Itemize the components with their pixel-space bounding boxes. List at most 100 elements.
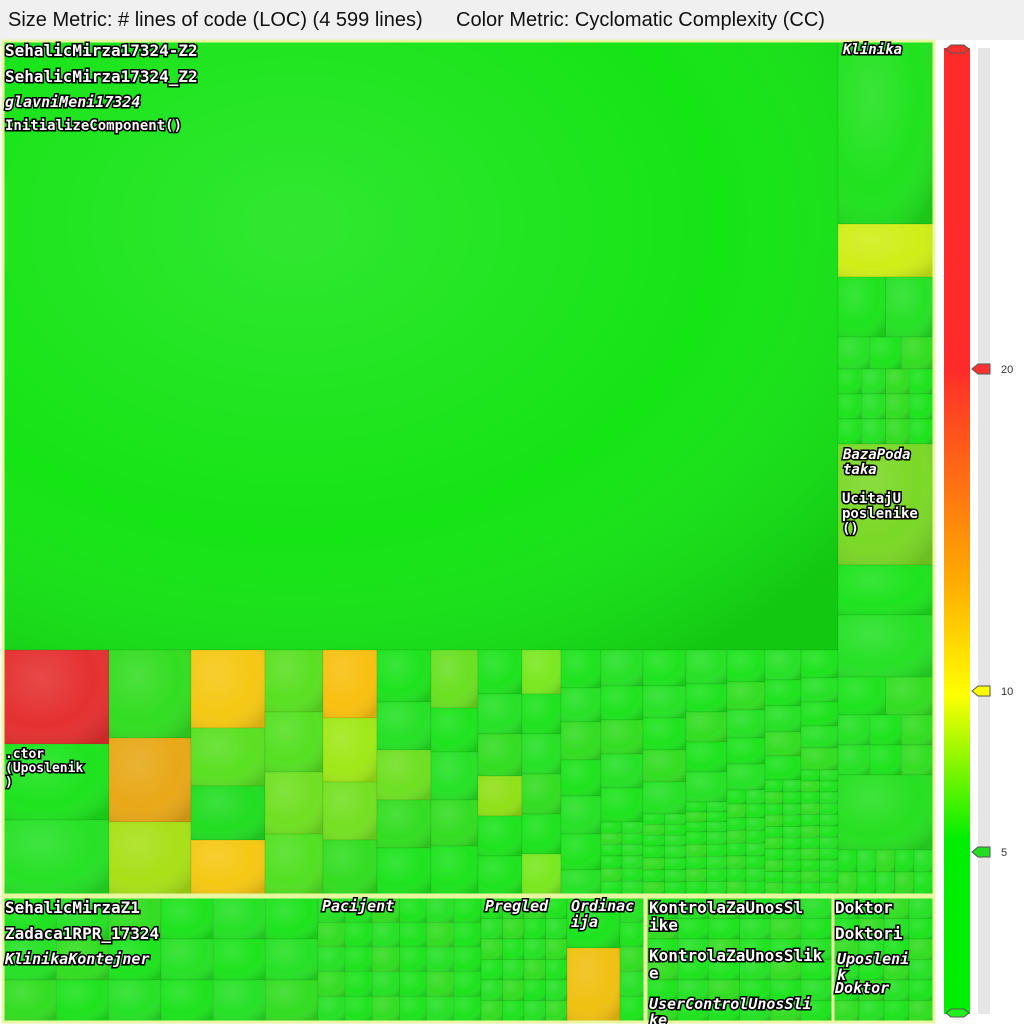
cell-shading (619, 971, 646, 997)
cell-shading (600, 719, 644, 755)
cell-shading (453, 922, 482, 948)
cell-shading (837, 443, 934, 566)
cell-shading (477, 815, 523, 857)
scale-tick-label: 20 (1001, 364, 1013, 376)
cell-shading (664, 813, 687, 825)
cell-shading (745, 830, 766, 844)
cell-shading (800, 747, 839, 771)
cell-shading (885, 418, 910, 445)
group-frame-SehalicMirza17324-Z2 (1, 39, 936, 897)
cell-shading (376, 847, 432, 895)
cell-shading (782, 882, 802, 895)
cell-shading (372, 897, 400, 923)
cell-shading (685, 811, 707, 823)
cell-shading (317, 971, 346, 997)
metric-header: Size Metric: # lines of code (LOC) (4 59… (0, 0, 1024, 40)
cell-shading (372, 971, 400, 997)
cell-shading (764, 837, 784, 850)
scale-tick-label: 10 (1001, 686, 1013, 698)
cell-shading (560, 833, 602, 871)
cell-shading (426, 946, 455, 973)
cell-shading (706, 844, 728, 858)
cell-shading (317, 946, 346, 973)
cell-shading (480, 959, 503, 981)
cell-shading (706, 811, 728, 823)
cell-shading (819, 848, 839, 861)
cell-shading (908, 979, 935, 1001)
label-method-ctor-Uposlenik: .ctor (Uposlenik) (5, 747, 83, 790)
cell-shading (664, 835, 687, 847)
cell-shading (523, 979, 546, 1001)
cell-shading (265, 938, 319, 981)
cell-shading (837, 871, 858, 895)
scale-marker-10[interactable] (971, 685, 991, 697)
cell-shading (764, 814, 784, 827)
cell-shading (344, 996, 373, 1022)
cell-shading (477, 855, 523, 895)
cell-shading (521, 813, 562, 855)
label-project-SehalicMirza17324-Z2: SehalicMirza17324-Z2 (5, 41, 198, 60)
cell-shading (764, 791, 784, 805)
cell-shading (894, 871, 915, 895)
cell-shading (642, 749, 687, 783)
label-type-UserControlUnosSlike: UserControlUnosSli ke (649, 995, 812, 1024)
scale-marker-20[interactable] (971, 363, 991, 375)
cell-shading (908, 393, 934, 420)
cell-shading (480, 938, 503, 960)
cell-shading (399, 946, 427, 973)
cell-shading (3, 649, 110, 745)
cell-shading (621, 844, 644, 857)
cell-shading (523, 1000, 546, 1022)
cell-shading (800, 814, 820, 827)
scale-max-handle[interactable] (945, 44, 970, 54)
cell-shading (819, 769, 839, 782)
cell-shading (685, 683, 728, 713)
cell-shading (160, 897, 214, 940)
cell-shading (621, 821, 644, 834)
cell-shading (56, 938, 109, 981)
label-project-SehalicMirzaZ1: SehalicMirzaZ1 (5, 898, 140, 917)
cell-shading (399, 971, 427, 997)
color-scale-legend: 5 10 20 (936, 40, 1024, 1024)
cell-shading (322, 717, 378, 783)
cell-shading (706, 801, 728, 813)
label-namespace-KontrolaZaUnosSlike: KontrolaZaUnosSlik e (649, 946, 823, 982)
scale-min-handle[interactable] (945, 1008, 970, 1018)
cell-shading (642, 857, 665, 871)
cell-shading (837, 744, 870, 776)
cell-shading (764, 803, 784, 816)
cell-shading (764, 848, 784, 861)
cell-shading (521, 649, 562, 695)
cell-shading (837, 418, 863, 445)
cell-shading (430, 799, 479, 847)
cell-shading (642, 649, 687, 687)
cell-shading (885, 393, 910, 420)
cell-shading (265, 979, 319, 1022)
label-namespace-SehalicMirza17324_Z2: SehalicMirza17324_Z2 (5, 67, 198, 86)
cell-shading (685, 649, 728, 685)
cell-shading (560, 795, 602, 835)
group-frame-Doktor (831, 895, 936, 1024)
cell-shading (642, 685, 687, 719)
cell-shading (764, 755, 802, 781)
cell-shading (745, 855, 766, 869)
cell-shading (782, 791, 802, 805)
cell-shading (600, 868, 623, 882)
color-metric-label: Color Metric: Cyclomatic Complexity (CC) (456, 9, 825, 31)
cell-shading (521, 733, 562, 775)
cell-shading (800, 780, 820, 793)
cell-shading (782, 826, 802, 839)
cell-shading (706, 831, 728, 845)
cell-shading (399, 922, 427, 948)
cell-shading (685, 741, 728, 773)
cell-shading (344, 946, 373, 973)
label-type-Doktor: Doktor (834, 979, 889, 997)
cell-shading (480, 918, 503, 940)
cell-shading (664, 845, 687, 859)
cell-shading (453, 971, 482, 997)
cell-shading (213, 979, 266, 1022)
cell-shading (426, 897, 455, 923)
scale-marker-5[interactable] (971, 846, 991, 858)
cell-shading (837, 276, 886, 338)
